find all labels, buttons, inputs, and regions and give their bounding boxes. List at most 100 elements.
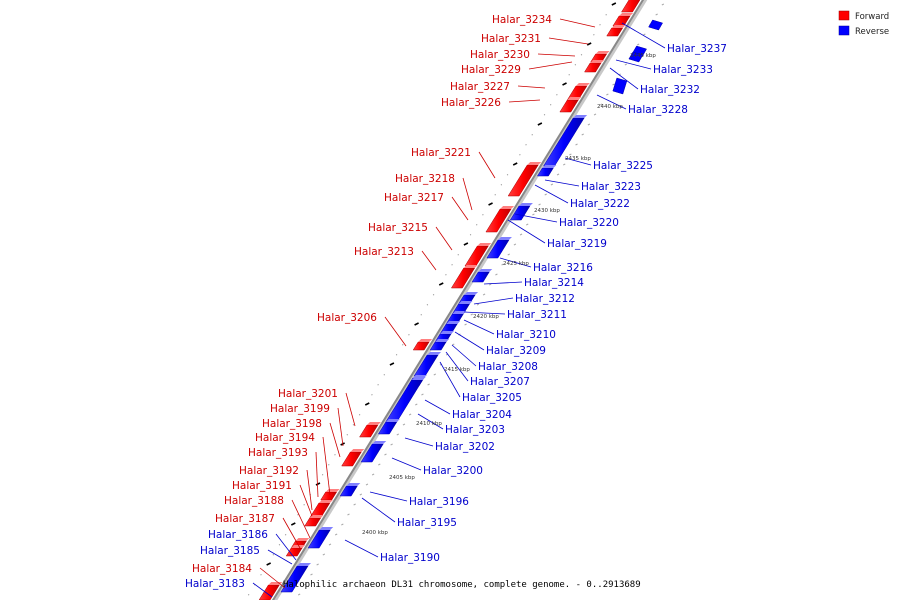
tick-mark [426, 304, 429, 306]
tick-mark [463, 242, 469, 246]
forward-gene-label: Halar_3193 [248, 447, 308, 459]
tick-mark [494, 194, 496, 196]
tick-mark [593, 113, 597, 116]
tick-mark [260, 574, 262, 576]
tick-mark [347, 513, 350, 516]
legend-forward-label: Forward [855, 12, 889, 22]
tick-mark [328, 464, 330, 466]
leader-line [361, 497, 396, 523]
leader-line [508, 99, 541, 103]
reverse-gene-block-top [573, 115, 588, 118]
forward-gene-label: Halar_3184 [192, 563, 252, 575]
tick-mark [390, 443, 393, 446]
reverse-gene-label: Halar_3219 [547, 238, 607, 250]
reverse-gene-block-top [542, 165, 557, 168]
tick-mark [531, 134, 533, 136]
tick-mark [624, 63, 628, 66]
reverse-gene-label: Halar_3204 [452, 409, 512, 421]
forward-gene-label: Halar_3217 [384, 192, 444, 204]
leader-line [478, 151, 496, 179]
reverse-gene-label: Halar_3214 [524, 277, 584, 289]
kbp-label: 2445 kbp [630, 53, 656, 59]
tick-mark [500, 184, 503, 186]
reverse-gene-label: Halar_3196 [409, 496, 469, 508]
kbp-labels: 2445 kbp 2440 kbp 2435 kbp 2430 kbp 2425 kbp… [362, 53, 656, 536]
reverse-gene-block-top [385, 419, 400, 422]
tick-mark [581, 133, 584, 136]
tick-mark [322, 553, 326, 556]
leader-line [534, 184, 569, 204]
forward-gene-label: Halar_3229 [461, 64, 521, 76]
tick-mark [321, 474, 324, 476]
reverse-gene-label: Halar_3208 [478, 361, 538, 373]
leader-line [451, 196, 469, 221]
forward-gene-block-top [595, 51, 610, 54]
leader-line [462, 177, 473, 211]
reverse-gene-block-top [464, 292, 479, 295]
leader-line [564, 157, 592, 166]
reverse-gene-block-top [518, 203, 533, 206]
tick-mark [384, 453, 387, 456]
leader-line [483, 281, 523, 285]
forward-gene-label: Halar_3206 [317, 312, 377, 324]
tick-mark [310, 573, 313, 576]
leader-line [621, 22, 666, 49]
tick-mark [519, 154, 521, 156]
tick-mark [605, 14, 607, 16]
reverse-gene-block-top [411, 377, 426, 380]
tick-mark [519, 233, 523, 236]
tick-mark [438, 282, 444, 286]
leader-line [517, 85, 546, 89]
tick-mark [451, 264, 453, 266]
tick-mark [408, 413, 412, 416]
leader-line [559, 18, 596, 28]
reverse-gene-block [612, 77, 628, 95]
reverse-gene-label: Halar_3186 [208, 529, 268, 541]
leader-line [275, 533, 297, 561]
forward-gene-block-top [309, 515, 324, 518]
tick-mark [415, 403, 418, 406]
kbp-label: 2420 kbp [473, 314, 499, 320]
tick-mark [464, 323, 467, 326]
forward-gene-label: Halar_3213 [354, 246, 414, 258]
leader-line [291, 499, 311, 539]
forward-gene-label: Halar_3234 [492, 14, 552, 26]
tick-mark [495, 273, 498, 276]
forward-gene-block-top [590, 60, 605, 63]
tick-mark [476, 224, 478, 226]
tick-mark [482, 214, 484, 216]
tick-mark [433, 373, 436, 376]
leader-line [322, 436, 331, 496]
tick-mark [377, 384, 379, 386]
tick-mark [364, 402, 370, 406]
tick-mark [452, 343, 455, 346]
forward-gene-block-top [619, 13, 634, 16]
tick-mark [611, 2, 617, 6]
legend-reverse-label: Reverse [855, 27, 889, 37]
tick-mark [290, 522, 296, 526]
tick-mark [538, 203, 541, 206]
reverse-gene-block-top [372, 441, 387, 444]
tick-mark [512, 162, 518, 166]
tick-mark [378, 463, 381, 466]
reverse-gene-label: Halar_3207 [470, 376, 530, 388]
tick-mark [341, 523, 344, 526]
forward-gene-block-top [477, 243, 492, 246]
tick-mark [556, 94, 558, 96]
kbp-label: 2415 kbp [444, 367, 470, 373]
tick-mark [445, 274, 447, 276]
tick-mark [655, 13, 658, 16]
reverse-gene-block-top [478, 269, 493, 272]
tick-mark [396, 433, 400, 436]
reverse-gene-label: Halar_3183 [185, 578, 245, 590]
reverse-gene-block-top [346, 483, 361, 486]
leader-line [473, 297, 514, 305]
tick-mark [562, 163, 566, 166]
leader-line [435, 226, 453, 251]
forward-gene-label: Halar_3194 [255, 432, 315, 444]
forward-gene-block-top [366, 422, 381, 425]
tick-mark [569, 153, 572, 156]
reverse-gene-label: Halar_3233 [653, 64, 713, 76]
reverse-gene-label: Halar_3223 [581, 181, 641, 193]
tick-mark [316, 563, 319, 566]
